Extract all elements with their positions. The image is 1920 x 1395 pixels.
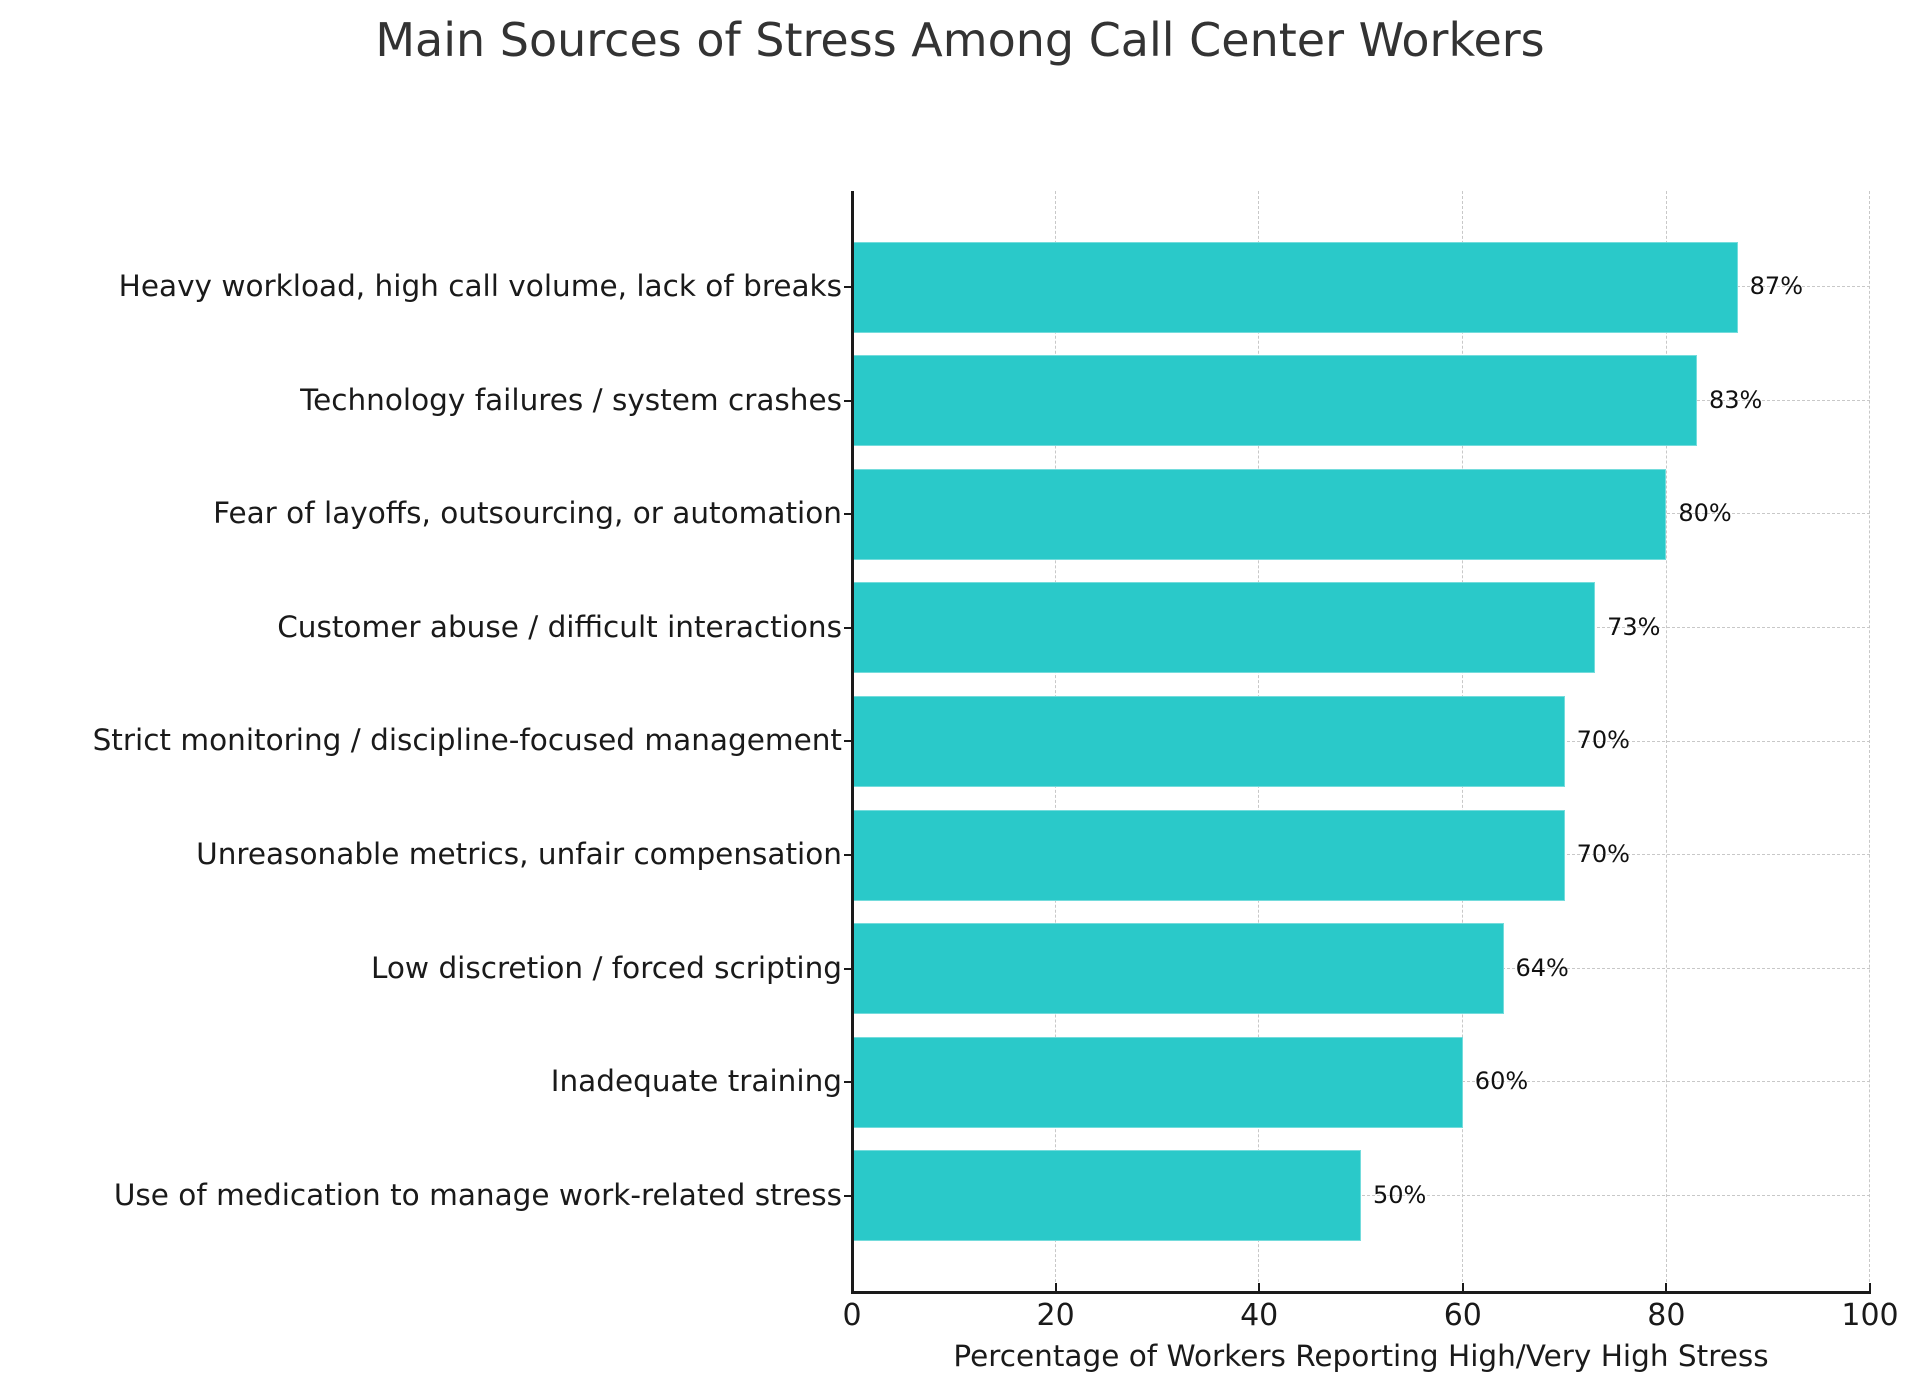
y-tick-mark [844,626,852,629]
y-tick-label: Fear of layoffs, outsourcing, or automat… [213,496,842,531]
x-tick-mark [1054,1283,1057,1292]
y-tick-mark [844,286,852,288]
bar [852,1150,1361,1242]
x-tick-label: 80 [1647,1298,1686,1333]
x-tick-mark [851,1283,853,1292]
bar-value-label: 80% [1678,499,1732,528]
bar [852,695,1565,787]
x-tick-label: 60 [1443,1298,1482,1333]
y-tick-label: Use of medication to manage work-related… [113,1177,842,1212]
y-tick-mark [844,1194,852,1197]
bar-value-label: 64% [1515,953,1569,982]
y-tick-mark [844,513,852,516]
y-tick-label: Technology failures / system crashes [300,382,842,417]
y-tick-label: Strict monitoring / discipline-focused m… [92,723,842,758]
bar-value-label: 73% [1607,612,1661,641]
y-axis-line [851,191,854,1293]
bar [852,809,1565,901]
bar-value-label: 70% [1576,726,1630,755]
bar [852,355,1697,447]
bar [852,923,1504,1015]
x-tick-label: 40 [1240,1298,1279,1333]
x-axis-line [851,1291,1871,1294]
x-tick-label: 0 [842,1298,862,1333]
y-tick-mark [844,854,852,856]
y-tick-mark [844,967,852,970]
plot-area: 87% 83% 80% 73% 70% 70% 64% 60% 50% [844,191,1871,1294]
x-tick-label: 100 [1841,1298,1899,1333]
bar [852,1036,1463,1128]
x-tick-mark [1461,1283,1464,1292]
y-tick-label: Heavy workload, high call volume, lack o… [118,269,842,303]
bar [852,241,1738,333]
bar [852,582,1596,674]
bar [852,468,1667,560]
y-tick-mark [844,1081,852,1084]
x-axis-title: Percentage of Workers Reporting High/Ver… [953,1339,1769,1373]
x-tick-mark [1665,1283,1668,1292]
x-tick-mark [1869,1283,1871,1292]
x-tick-mark [1258,1283,1261,1292]
bar-value-label: 60% [1474,1067,1529,1096]
x-tick-label: 20 [1036,1298,1075,1333]
y-tick-label: Inadequate training [550,1064,842,1099]
bar-value-label: 87% [1749,272,1803,300]
y-tick-label: Unreasonable metrics, unfair compensatio… [196,837,842,871]
y-gridline [852,1195,1870,1197]
y-tick-label: Low discretion / forced scripting [370,950,842,985]
y-tick-mark [844,399,852,402]
bar-value-label: 70% [1576,840,1630,868]
bar-value-label: 83% [1708,385,1763,414]
y-tick-label: Customer abuse / difficult interactions [277,609,842,644]
y-tick-mark [844,740,852,743]
bar-value-label: 50% [1373,1180,1427,1209]
chart-title: Main Sources of Stress Among Call Center… [375,13,1545,67]
